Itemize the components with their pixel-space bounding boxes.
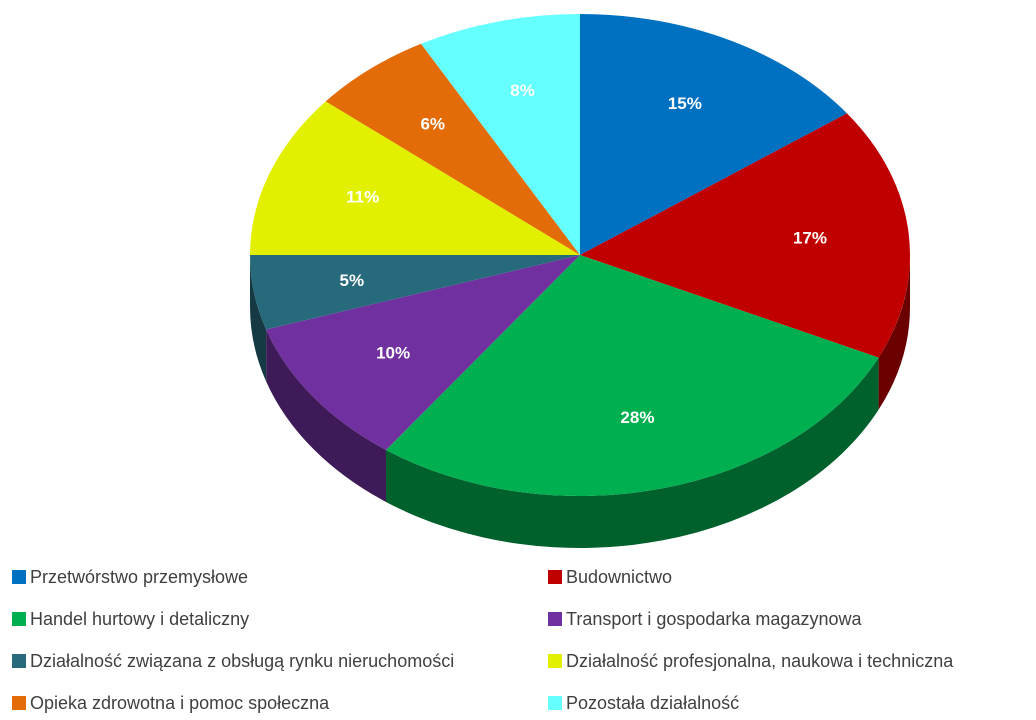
data-label: 8%	[510, 81, 535, 100]
slice	[421, 14, 580, 255]
legend-swatch	[12, 696, 26, 710]
data-label: 11%	[346, 187, 379, 206]
data-label: 17%	[793, 229, 827, 248]
legend-label: Transport i gospodarka magazynowa	[566, 609, 862, 629]
legend-label: Przetwórstwo przemysłowe	[30, 567, 248, 587]
legend-label: Budownictwo	[566, 567, 672, 587]
slice	[325, 43, 580, 255]
legend-label: Pozostała działalność	[566, 693, 739, 713]
data-label: 6%	[420, 114, 445, 133]
slice	[266, 255, 580, 450]
data-label: 10%	[376, 344, 410, 363]
legend-label: Działalność związana z obsługą rynku nie…	[30, 651, 454, 671]
legend-swatch	[548, 696, 562, 710]
slice-side	[266, 329, 387, 502]
legend-label: Handel hurtowy i detaliczny	[30, 609, 249, 629]
data-label: 28%	[620, 408, 654, 427]
slice	[250, 101, 580, 255]
legend-swatch	[548, 654, 562, 668]
slice-side	[250, 255, 267, 382]
data-label: 5%	[340, 271, 365, 290]
legend-swatch	[548, 612, 562, 626]
slice-side	[386, 357, 879, 548]
legend-swatch	[12, 654, 26, 668]
slice	[386, 255, 879, 496]
slice	[250, 255, 580, 330]
slice-side	[878, 255, 910, 410]
slice	[580, 113, 910, 358]
legend-label: Opieka zdrowotna i pomoc społeczna	[30, 693, 330, 713]
slice	[580, 14, 847, 255]
legend-swatch	[12, 570, 26, 584]
legend-swatch	[12, 612, 26, 626]
legend-swatch	[548, 570, 562, 584]
legend-label: Działalność profesjonalna, naukowa i tec…	[566, 651, 954, 671]
data-label: 15%	[668, 94, 702, 113]
